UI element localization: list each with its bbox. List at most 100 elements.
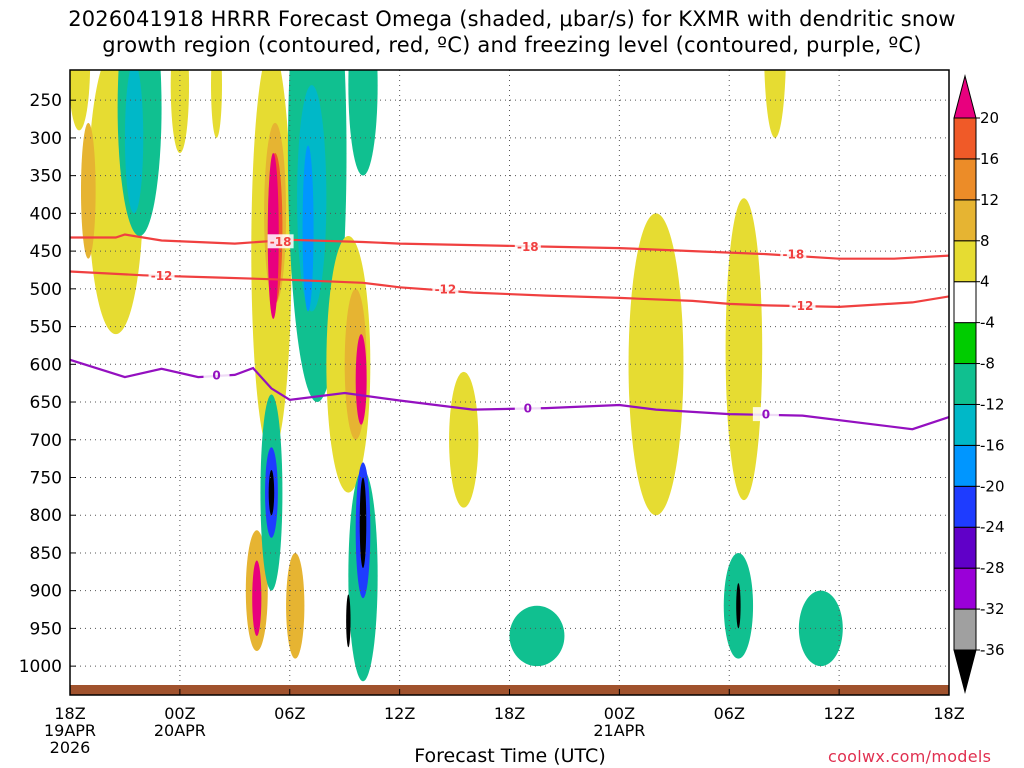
colorbar-swatch	[953, 485, 977, 528]
colorbar-min-arrow	[953, 649, 977, 694]
x-tick-label: 12Z	[384, 704, 415, 723]
contour-label-bg	[780, 247, 807, 262]
y-tick-label: 250	[30, 91, 62, 111]
colorbar-tick-label: -8	[980, 355, 995, 373]
chart-title-line-2: growth region (contoured, red, ºC) and f…	[102, 33, 922, 57]
colorbar-swatch	[953, 363, 977, 405]
y-tick-label: 300	[30, 129, 62, 149]
x-tick-label: 00Z	[164, 704, 195, 723]
contour-label: 0	[524, 402, 532, 416]
contour-label-bg	[514, 239, 541, 254]
y-tick-label: 400	[30, 204, 62, 224]
y-tick-label: 850	[30, 544, 62, 564]
y-tick-label: 800	[30, 506, 62, 526]
omega-cell	[348, 70, 378, 176]
contour-label: -12	[151, 269, 173, 283]
contour-line	[70, 358, 949, 431]
colorbar-swatch	[953, 567, 977, 610]
x-tick-label: 00Z	[604, 704, 635, 723]
chart-title: 2026041918 HRRR Forecast Omega (shaded, …	[0, 6, 1024, 58]
x-tick-label: 06Z	[274, 704, 305, 723]
colorbar-swatch	[953, 444, 977, 487]
contour-label-bg	[789, 298, 816, 313]
colorbar-tick-label: -36	[980, 641, 1005, 659]
colorbar-swatch	[953, 158, 977, 201]
colorbar-tick-label: 8	[980, 232, 990, 250]
colorbar-tick-label: -12	[980, 395, 1005, 413]
colorbar-tick-label: -24	[980, 518, 1005, 536]
colorbar-swatch	[953, 199, 977, 242]
omega-cell	[286, 552, 305, 659]
omega-cell	[252, 560, 262, 636]
colorbar-swatch	[953, 526, 977, 569]
colorbar-tick-label: 12	[980, 191, 999, 209]
colorbar-swatch	[953, 117, 977, 160]
x-tick-label: 18Z	[54, 704, 85, 723]
colorbar-tick-label: -4	[980, 314, 995, 332]
omega-cell	[211, 70, 222, 138]
contour-label: -18	[783, 248, 805, 262]
omega-cell	[628, 213, 684, 516]
x-tick-label: 21APR	[593, 721, 645, 740]
colorbar-tick-label: -16	[980, 436, 1005, 454]
colorbar-swatch	[953, 608, 977, 651]
y-tick-label: 750	[30, 468, 62, 488]
y-tick-label: 600	[30, 355, 62, 375]
x-tick-label: 20APR	[154, 721, 206, 740]
omega-cell	[170, 70, 190, 153]
colorbar-tick-label: -32	[980, 600, 1005, 618]
y-tick-label: 350	[30, 167, 62, 187]
y-tick-label: 500	[30, 280, 62, 300]
colorbar-max-arrow	[953, 74, 977, 119]
omega-cell	[725, 198, 763, 501]
y-tick-label: 900	[30, 582, 62, 602]
contour-label: 0	[212, 368, 220, 382]
colorbar-tick-label: 16	[980, 150, 999, 168]
x-axis-label: Forecast Time (UTC)	[414, 745, 606, 767]
y-tick-label: 450	[30, 242, 62, 262]
x-tick-label: 19APR	[44, 721, 96, 740]
colorbar-tick-label: -28	[980, 559, 1005, 577]
chart-title-line-1: 2026041918 HRRR Forecast Omega (shaded, …	[68, 7, 956, 31]
omega-cell	[764, 70, 786, 138]
contour-label: -12	[792, 299, 814, 313]
omega-cell	[355, 334, 367, 425]
contour-label: -12	[435, 282, 457, 296]
omega-cell	[302, 145, 314, 312]
colorbar-tick-label: 20	[980, 109, 999, 127]
omega-cell	[80, 122, 96, 259]
omega-cell	[70, 70, 91, 131]
colorbar-tick-label: -20	[980, 477, 1005, 495]
omega-cell	[509, 605, 565, 667]
x-tick-label: 2026	[50, 738, 91, 757]
x-tick-label: 18Z	[494, 704, 525, 723]
contour-label-bg	[267, 234, 294, 249]
y-tick-label: 550	[30, 318, 62, 338]
contour-label: -18	[270, 235, 292, 249]
y-tick-label: 650	[30, 393, 62, 413]
y-tick-label: 1000	[19, 657, 62, 677]
contour-label: 0	[762, 408, 770, 422]
omega-cell	[736, 583, 741, 629]
omega-cell	[268, 469, 275, 516]
colorbar-swatch	[953, 240, 977, 283]
contour-label: -18	[517, 240, 539, 254]
omega-cell	[124, 70, 144, 214]
omega-cell	[511, 0, 526, 62]
x-tick-label: 12Z	[823, 704, 854, 723]
colorbar-swatch	[953, 322, 977, 365]
x-tick-label: 18Z	[933, 704, 964, 723]
colorbar-swatch	[953, 281, 977, 324]
colorbar-tick-label: 4	[980, 273, 990, 291]
omega-cell	[449, 371, 479, 508]
contour-label-bg	[514, 401, 541, 416]
source-credit[interactable]: coolwx.com/models	[828, 747, 992, 766]
omega-cell	[346, 594, 351, 648]
x-tick-label: 06Z	[714, 704, 745, 723]
y-tick-label: 700	[30, 431, 62, 451]
contour-label-bg	[148, 268, 175, 283]
contour-label-bg	[752, 407, 779, 422]
omega-cell	[359, 477, 367, 569]
colorbar-swatch	[953, 403, 977, 446]
